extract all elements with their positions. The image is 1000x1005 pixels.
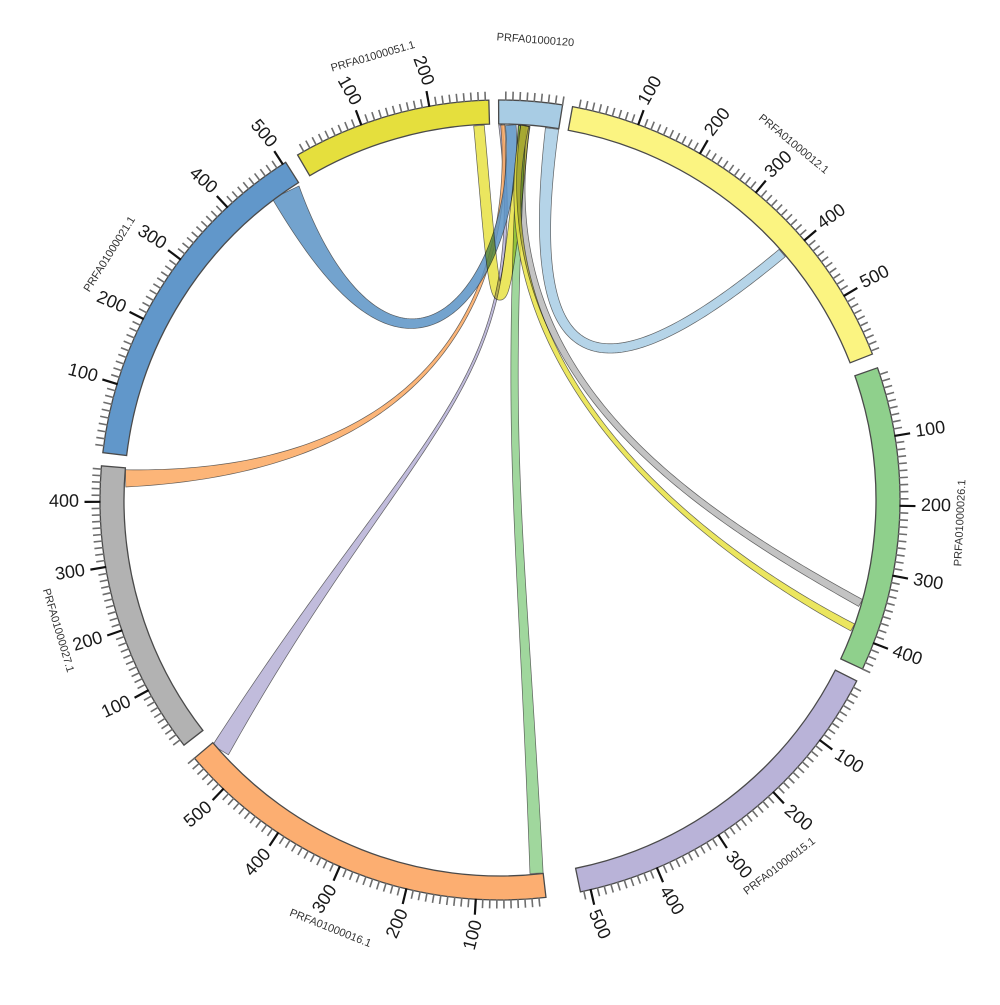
svg-text:200: 200 (921, 495, 951, 515)
svg-text:100: 100 (914, 417, 947, 441)
svg-text:400: 400 (49, 491, 79, 511)
